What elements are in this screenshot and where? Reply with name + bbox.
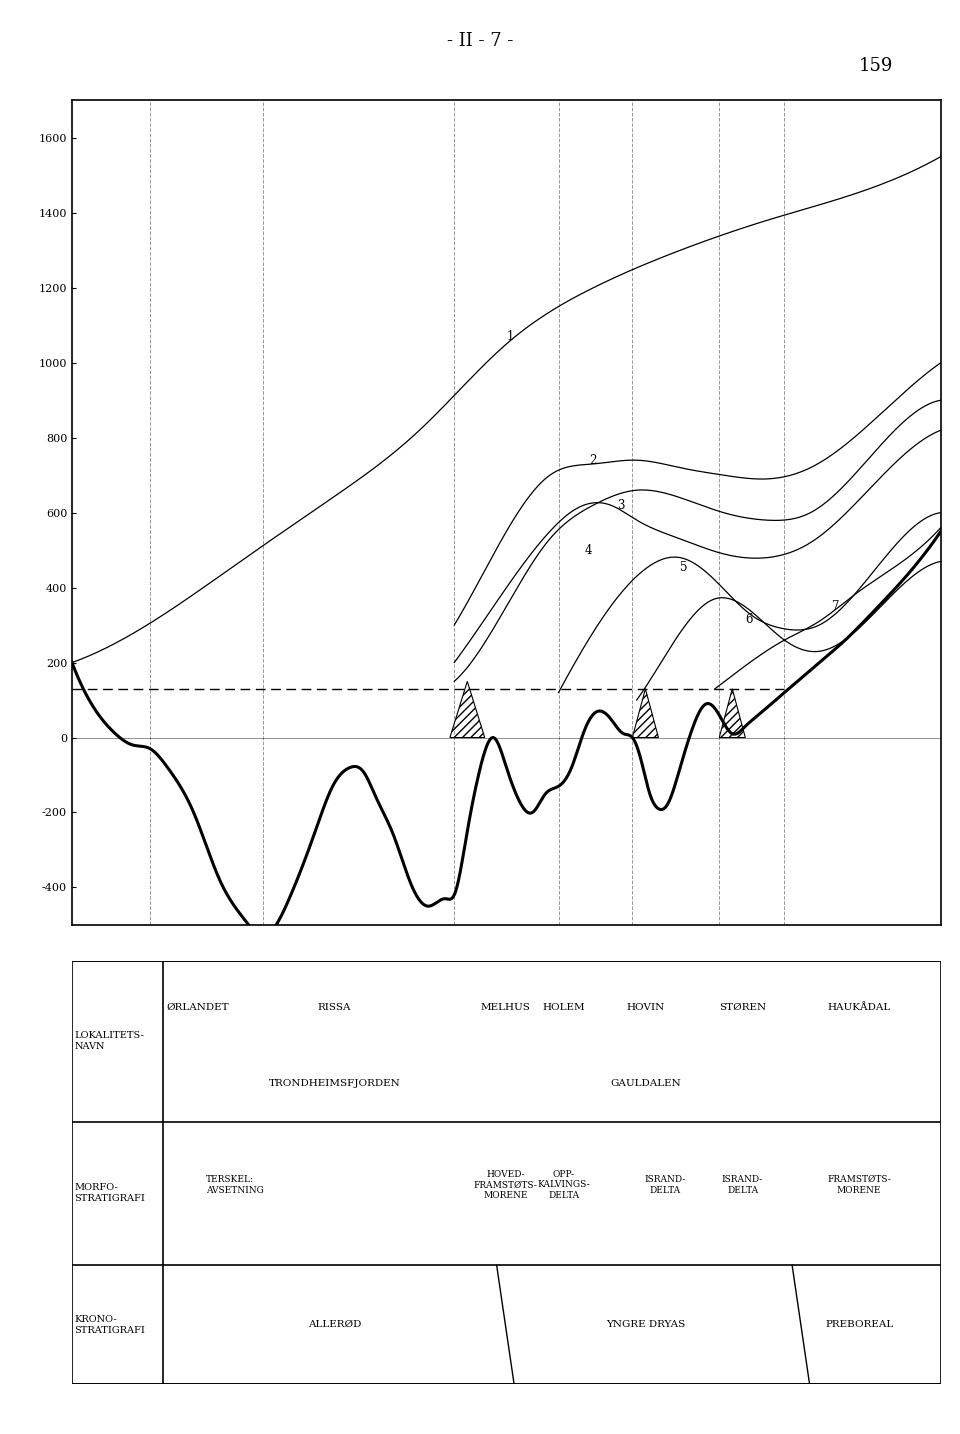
Text: STØREN: STØREN [719,1002,766,1012]
Text: 5: 5 [680,561,687,574]
Text: ISRAND-
DELTA: ISRAND- DELTA [722,1176,763,1195]
Text: ØRLANDET: ØRLANDET [167,1002,229,1012]
Text: RISSA: RISSA [318,1002,351,1012]
Text: HOVED-
FRAMSTØTS-
MORENE: HOVED- FRAMSTØTS- MORENE [473,1170,538,1200]
Text: ALLERØD: ALLERØD [307,1321,361,1329]
Text: KRONO-
STRATIGRAFI: KRONO- STRATIGRAFI [75,1315,146,1335]
Text: 4: 4 [585,543,592,556]
Text: FRAMSTØTS-
MORENE: FRAMSTØTS- MORENE [828,1176,891,1195]
Text: LOKALITETS-
NAVN: LOKALITETS- NAVN [75,1031,145,1051]
Text: MELHUS: MELHUS [480,1002,530,1012]
Text: - II - 7 -: - II - 7 - [446,32,514,50]
Text: 3: 3 [617,499,625,512]
Text: TERSKEL:
AVSETNING: TERSKEL: AVSETNING [206,1174,264,1195]
Text: ISRAND-
DELTA: ISRAND- DELTA [644,1176,685,1195]
Text: HAUKÅDAL: HAUKÅDAL [828,1002,891,1012]
Text: TRONDHEIMSFJORDEN: TRONDHEIMSFJORDEN [269,1078,400,1088]
Text: GAULDALEN: GAULDALEN [610,1078,681,1088]
Text: 7: 7 [832,599,840,614]
Text: 1: 1 [507,330,514,343]
Text: 2: 2 [588,455,596,467]
Text: HOVIN: HOVIN [626,1002,664,1012]
Text: 6: 6 [745,614,753,627]
Text: 159: 159 [858,57,893,76]
Text: PREBOREAL: PREBOREAL [825,1321,893,1329]
Text: MORFO-
STRATIGRAFI: MORFO- STRATIGRAFI [75,1183,146,1203]
Text: HOLEM: HOLEM [542,1002,585,1012]
Text: YNGRE DRYAS: YNGRE DRYAS [606,1321,684,1329]
Text: OPP-
KALVINGS-
DELTA: OPP- KALVINGS- DELTA [538,1170,590,1200]
